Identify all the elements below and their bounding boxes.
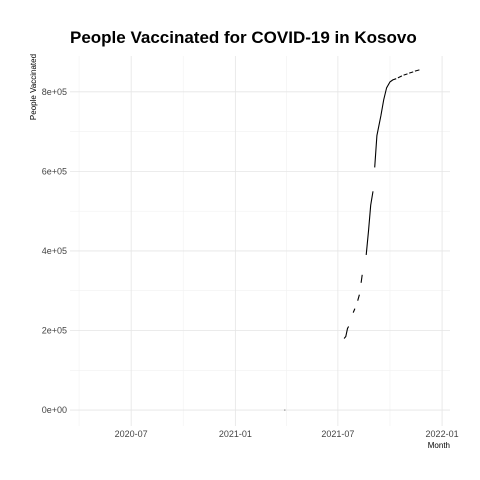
series-line-segment [365, 191, 374, 255]
y-axis-label: People Vaccinated [29, 54, 38, 120]
y-tick-label: 8e+05 [42, 87, 67, 97]
data-series [284, 69, 420, 411]
x-tick-label: 2021-07 [321, 429, 354, 439]
series-line-segment [397, 75, 403, 79]
series-line-segment [414, 69, 420, 72]
y-tick-label: 4e+05 [42, 246, 67, 256]
x-tick-label: 2022-01 [426, 429, 459, 439]
chart-title: People Vaccinated for COVID-19 in Kosovo [70, 28, 417, 47]
series-line-segment [343, 326, 350, 339]
series-line-segment [409, 71, 414, 74]
x-tick-label: 2020-07 [115, 429, 148, 439]
y-tick-label: 6e+05 [42, 166, 67, 176]
plot-grid [70, 56, 450, 426]
x-axis-ticks: 2020-07 2021-01 2021-07 2022-01 [115, 429, 459, 439]
series-line-segment [403, 73, 408, 76]
x-axis-label: Month [428, 441, 450, 450]
y-tick-label: 2e+05 [42, 326, 67, 336]
series-line-segment [360, 274, 363, 283]
series-line-segment [352, 308, 356, 313]
y-tick-label: 0e+00 [42, 405, 67, 415]
series-line-segment [357, 294, 360, 301]
x-tick-label: 2021-01 [219, 429, 252, 439]
y-axis-ticks: 0e+00 2e+05 4e+05 6e+05 8e+05 [42, 87, 67, 415]
series-line-segment [374, 78, 397, 168]
